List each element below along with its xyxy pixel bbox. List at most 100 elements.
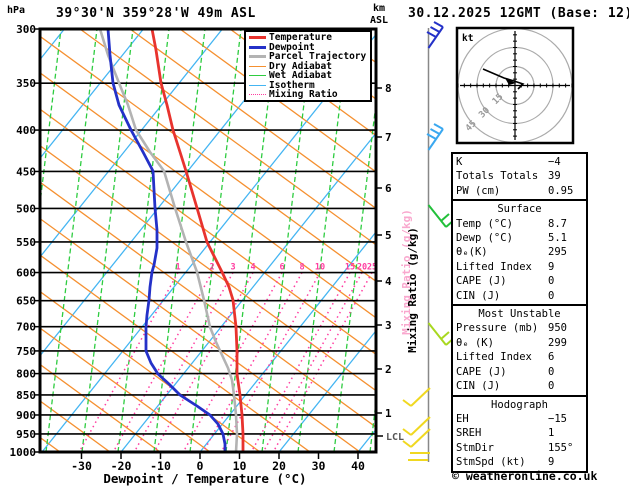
temperature-tick-label: 10 bbox=[233, 459, 247, 473]
legend-line-sample bbox=[249, 94, 266, 95]
pressure-tick-label: 600 bbox=[16, 267, 36, 280]
table-row-value: 0 bbox=[548, 275, 555, 288]
watermark: © weatheronline.co.uk bbox=[452, 469, 598, 483]
table-row-label: Lifted Index bbox=[456, 351, 532, 364]
table-row-value: 0 bbox=[548, 289, 555, 302]
table-section-surface: Surface Temp (°C) 8.7 Dewp (°C) 5.1 θₑ(K) 295 L… bbox=[451, 199, 588, 307]
table-row: PW (cm) 0.95 bbox=[456, 184, 583, 198]
wind-barb bbox=[402, 387, 431, 407]
pressure-tick-label: 550 bbox=[16, 236, 36, 249]
wind-barb bbox=[426, 123, 444, 151]
table-row: SREH 1 bbox=[456, 426, 583, 440]
temperature-tick-label: 0 bbox=[197, 459, 204, 473]
pressure-tick-label: 500 bbox=[16, 202, 36, 215]
temperature-axis-title: Dewpoint / Temperature (°C) bbox=[103, 471, 306, 486]
pressure-tick-label: 950 bbox=[16, 428, 36, 441]
table-row-label: K bbox=[456, 156, 463, 168]
legend-item-label: Mixing Ratio bbox=[269, 89, 338, 100]
table-row-label: CAPE (J) bbox=[456, 365, 507, 378]
table-row: Temp (°C) 8.7 bbox=[456, 217, 583, 231]
hodograph-unit-label: kt bbox=[462, 33, 473, 44]
table-row-value: 299 bbox=[548, 336, 567, 349]
table-row-label: Pressure (mb) bbox=[456, 322, 539, 335]
legend-line-sample bbox=[249, 36, 266, 39]
table-row-value: 6 bbox=[548, 351, 555, 364]
legend-line-sample bbox=[249, 65, 266, 67]
table-row-value: −4 bbox=[548, 156, 561, 168]
table-row-label: θₑ(K) bbox=[456, 246, 488, 259]
pressure-tick-label: 300 bbox=[16, 23, 36, 36]
table-row-value: −15 bbox=[548, 412, 567, 425]
temperature-tick-label: -30 bbox=[71, 459, 92, 473]
legend-item-mixing-ratio: Mixing Ratio bbox=[246, 90, 370, 99]
mixing-ratio-value: 25 bbox=[367, 263, 377, 273]
table-row-value: 950 bbox=[548, 322, 567, 335]
km-axis-unit: km bbox=[373, 3, 386, 14]
temperature-axis: -30 -20 -10 0 10 20 30 40 Dewpoint / Temperature… bbox=[71, 453, 365, 486]
table-row-label: EH bbox=[456, 412, 469, 425]
km-tick-label: 6 bbox=[385, 182, 392, 195]
mixing-ratio-value: 15 bbox=[345, 263, 355, 273]
table-section-hodograph: Hodograph EH −15 SREH 1 StmDir 155° StmSpd (kt)… bbox=[451, 394, 588, 473]
pressure-tick-label: 750 bbox=[16, 345, 36, 358]
table-section-title: Hodograph bbox=[491, 398, 548, 411]
wind-barb bbox=[402, 428, 431, 448]
temperature-tick-label: -20 bbox=[111, 459, 132, 473]
table-row-label: Lifted Index bbox=[456, 260, 532, 273]
table-row: CAPE (J) 0 bbox=[456, 365, 583, 379]
km-tick-label: 2 bbox=[385, 363, 392, 376]
mixing-ratio-value: 3 bbox=[230, 263, 235, 273]
table-row-label: Dewp (°C) bbox=[456, 232, 513, 245]
legend-item-label: Parcel Trajectory bbox=[269, 51, 367, 62]
table-row: StmDir 155° bbox=[456, 441, 583, 455]
pressure-tick-label: 800 bbox=[16, 368, 36, 381]
pressure-axis: 300 350 400 450 500 550 600 650 700 750 800 850 900 9… bbox=[10, 23, 40, 459]
hodograph-ring-label: 30 bbox=[477, 106, 492, 121]
temperature-tick-label: 40 bbox=[351, 459, 365, 473]
temperature-tick-label: 30 bbox=[312, 459, 326, 473]
mixing-ratio-value: 10 bbox=[315, 263, 325, 273]
table-row: θₑ(K) 295 bbox=[456, 245, 583, 259]
km-tick-label: 4 bbox=[385, 275, 392, 288]
table-row: Lifted Index 6 bbox=[456, 350, 583, 364]
temperature-tick-label: -10 bbox=[150, 459, 171, 473]
mixing-ratio-value: 2 bbox=[209, 263, 214, 273]
km-tick-label: 7 bbox=[385, 131, 392, 144]
km-tick-label: 8 bbox=[385, 82, 392, 95]
legend-item-label: Dry Adiabat bbox=[269, 60, 332, 72]
table-row-label: θₑ (K) bbox=[456, 336, 494, 349]
wind-barb bbox=[402, 416, 431, 436]
table-row: CAPE (J) 0 bbox=[456, 274, 583, 288]
table-row-value: 9 bbox=[548, 456, 555, 469]
table-row-label: CIN (J) bbox=[456, 380, 501, 393]
table-row-label: StmDir bbox=[456, 441, 494, 454]
legend-line-sample bbox=[249, 45, 266, 49]
table-row: Lifted Index 9 bbox=[456, 260, 583, 274]
table-row-value: 1 bbox=[548, 427, 555, 440]
table-section-title: Surface bbox=[497, 203, 542, 216]
mixing-axis-label: Mixing Ratio (g/kg) bbox=[406, 227, 419, 353]
pressure-tick-label: 650 bbox=[16, 295, 36, 308]
pressure-tick-label: 450 bbox=[16, 165, 36, 178]
legend-item-temperature: Temperature bbox=[246, 33, 370, 42]
table-row: θₑ (K) 299 bbox=[456, 336, 583, 350]
km-tick-label: 5 bbox=[385, 229, 392, 242]
legend-line-sample bbox=[249, 84, 266, 86]
table-row: Totals Totals 39 bbox=[456, 169, 583, 183]
pressure-tick-label: 700 bbox=[16, 321, 36, 334]
datetime-title: 30.12.2025 12GMT (Base: 12) bbox=[408, 6, 629, 21]
table-row: StmSpd (kt) 9 bbox=[456, 455, 583, 469]
mixing-ratio-value: 6 bbox=[279, 263, 284, 273]
table-row-value: 0.95 bbox=[548, 184, 574, 197]
table-row-label: SREH bbox=[456, 427, 482, 440]
table-row: K −4 bbox=[456, 155, 583, 169]
pressure-tick-label: 350 bbox=[16, 77, 36, 90]
table-row-value: 39 bbox=[548, 170, 561, 183]
table-row-label: PW (cm) bbox=[456, 184, 501, 197]
table-row-value: 0 bbox=[548, 380, 555, 393]
pressure-tick-label: 400 bbox=[16, 124, 36, 137]
table-row-value: 5.1 bbox=[548, 232, 567, 245]
mixing-ratio-value: 8 bbox=[299, 263, 304, 273]
